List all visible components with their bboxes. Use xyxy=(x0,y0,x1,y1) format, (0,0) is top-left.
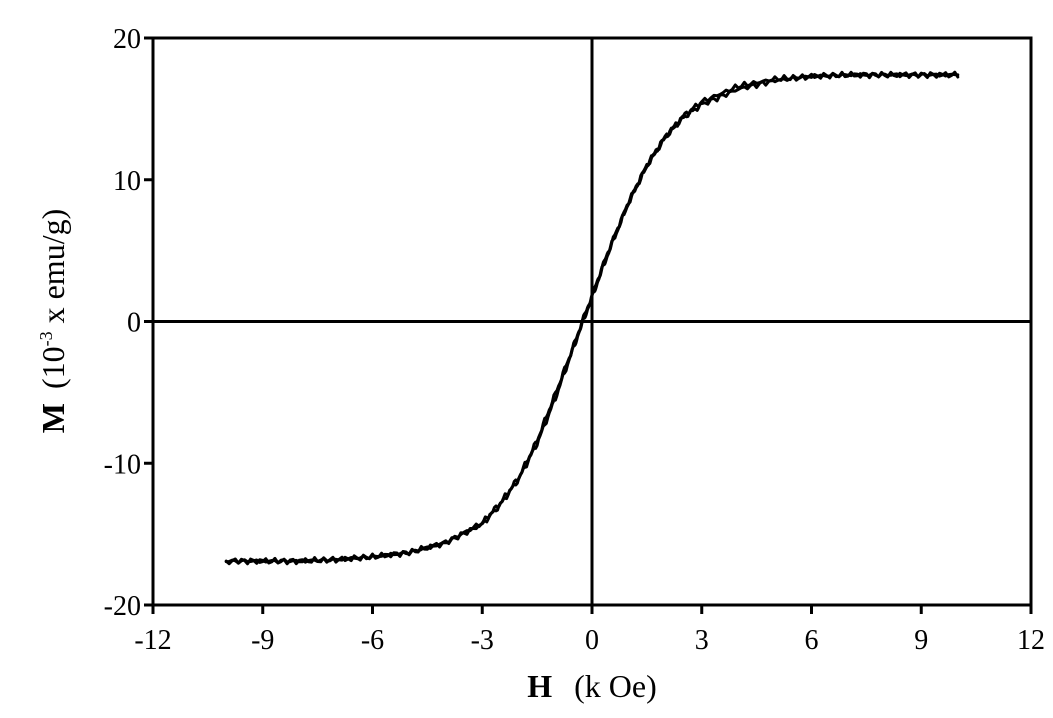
x-axis-symbol: H xyxy=(527,668,552,704)
y-tick-label: 0 xyxy=(127,308,141,339)
y-tick-label: -20 xyxy=(104,591,141,622)
x-tick-label: -6 xyxy=(361,625,384,656)
x-tick-label: 12 xyxy=(1017,625,1045,656)
y-axis-symbol: M xyxy=(35,403,71,433)
x-tick-label: -9 xyxy=(251,625,274,656)
y-tick-label: 10 xyxy=(113,166,141,197)
series-line-2 xyxy=(224,70,960,566)
series-layer xyxy=(224,70,960,566)
y-axis-unit-post: x emu/g) xyxy=(35,209,71,332)
x-tick-label: 6 xyxy=(805,625,819,656)
y-tick-label: -10 xyxy=(104,449,141,480)
x-tick-label: 0 xyxy=(585,625,599,656)
y-axis-title: M (10-3 x emu/g) xyxy=(35,209,71,434)
x-axis-unit: (k Oe) xyxy=(574,668,657,704)
y-axis-unit-pre: (10 xyxy=(35,346,71,389)
y-axis-ticks: -20 -10 0 10 20 xyxy=(104,24,153,622)
x-axis-ticks: -12 -9 -6 -3 0 3 6 9 12 xyxy=(134,605,1045,656)
x-axis-title: H (k Oe) xyxy=(527,668,657,704)
x-tick-label: -12 xyxy=(134,625,171,656)
x-tick-label: 3 xyxy=(695,625,709,656)
y-tick-label: 20 xyxy=(113,24,141,55)
x-tick-label: 9 xyxy=(914,625,928,656)
y-axis-unit-exponent: -3 xyxy=(36,331,56,346)
x-tick-label: -3 xyxy=(471,625,494,656)
